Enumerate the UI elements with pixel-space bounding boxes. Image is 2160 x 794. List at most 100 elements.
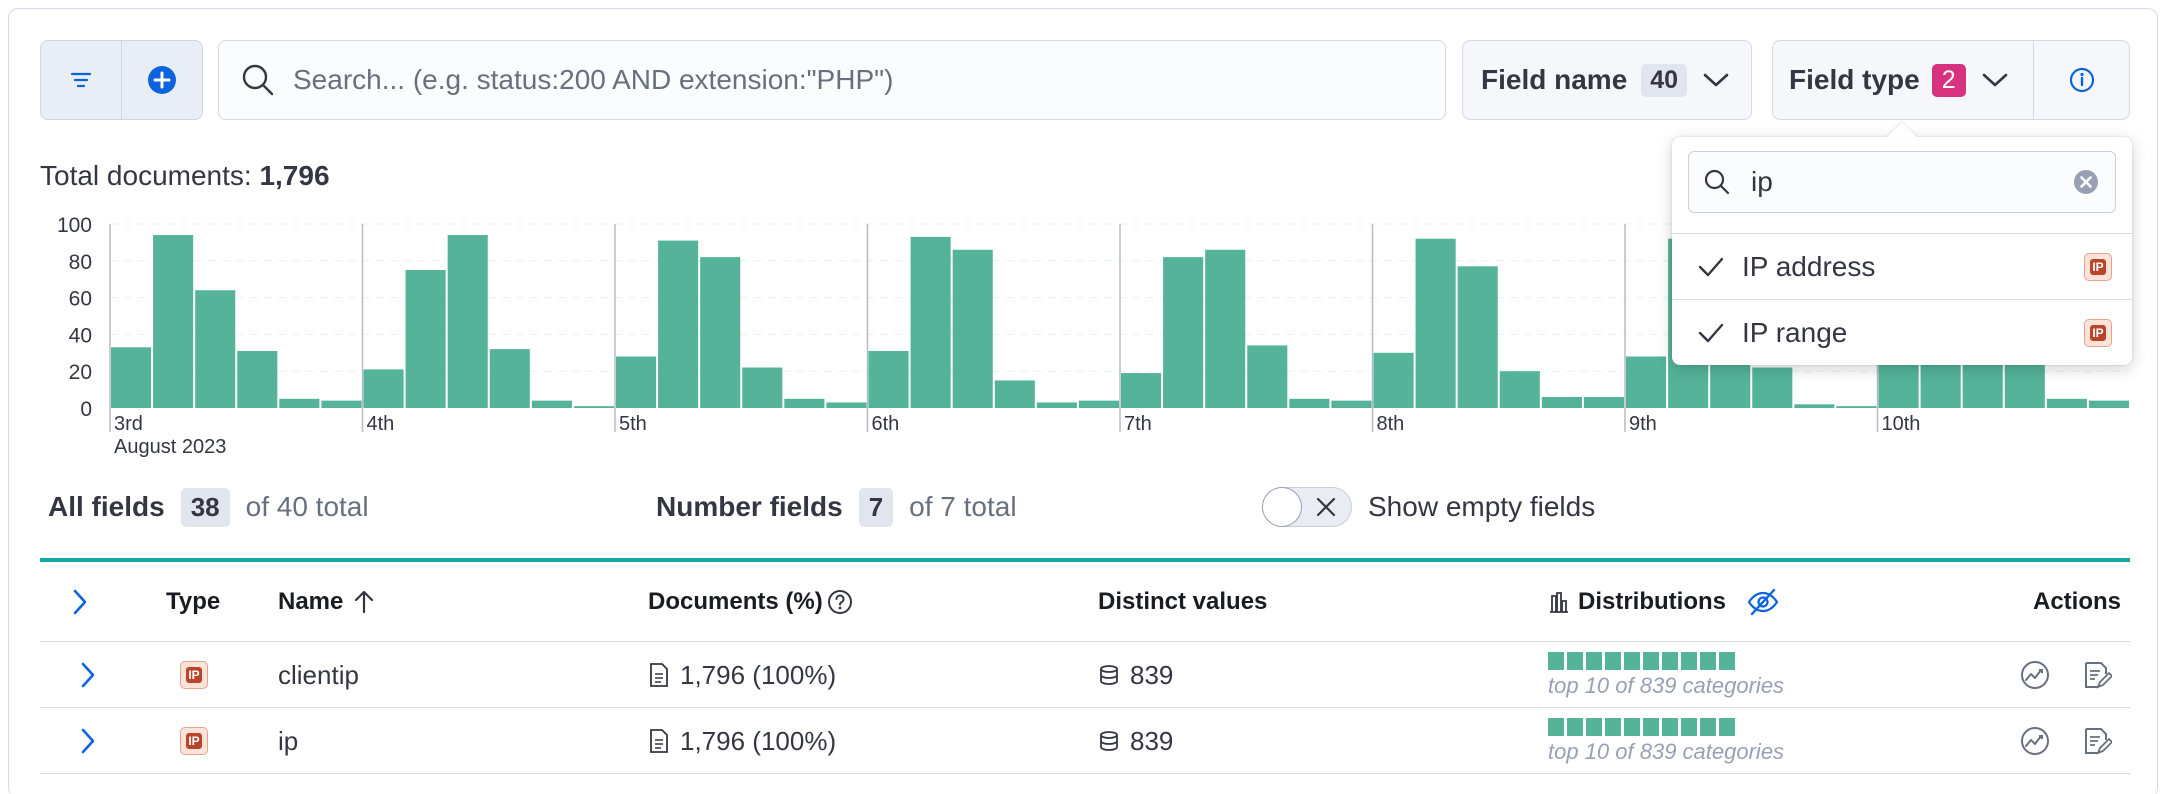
histogram-bar[interactable] [910, 236, 951, 408]
histogram-bar[interactable] [153, 235, 194, 408]
document-icon [650, 729, 668, 753]
search-input[interactable] [293, 64, 1393, 96]
histogram-bar[interactable] [868, 350, 909, 408]
histogram-bar[interactable] [573, 406, 614, 408]
number-fields-label: Number fields [656, 491, 843, 522]
histogram-bar[interactable] [1121, 373, 1162, 408]
histogram-bar[interactable] [658, 240, 699, 408]
histogram-bar[interactable] [489, 349, 530, 408]
expand-all-button[interactable] [72, 562, 88, 642]
histogram-bar[interactable] [1794, 404, 1835, 408]
y-tick-label: 0 [80, 398, 92, 421]
popover-search-value[interactable]: ip [1751, 166, 1773, 197]
chevron-down-icon [1982, 72, 2008, 88]
distinct-value: 839 [1130, 725, 1174, 756]
clear-icon[interactable] [2073, 169, 2099, 195]
histogram-bar[interactable] [1163, 257, 1204, 408]
histogram-bar[interactable] [700, 257, 741, 408]
explore-action-button[interactable] [2018, 708, 2052, 774]
table-row: IP clientip 1,796 (100%) 839 top 10 of 8… [40, 642, 2130, 708]
field-name: clientip [278, 659, 359, 690]
toggle-switch[interactable] [1262, 487, 1352, 527]
histogram-bar[interactable] [2046, 398, 2087, 408]
chevron-down-icon [1703, 72, 1729, 88]
distribution-cell: top 10 of 839 categories [1548, 642, 1784, 708]
column-header-documents-label: Documents (%) [648, 588, 823, 615]
histogram-bar[interactable] [1078, 400, 1119, 408]
column-header-name[interactable]: Name [278, 562, 375, 642]
edit-action-button[interactable] [2082, 708, 2112, 774]
histogram-bar[interactable] [111, 347, 152, 408]
histogram-bar[interactable] [826, 402, 867, 408]
column-header-type[interactable]: Type [166, 588, 221, 615]
info-icon [2069, 67, 2094, 93]
histogram-bar[interactable] [1499, 371, 1540, 408]
x-tick-label: 3rd [114, 413, 143, 435]
eye-closed-icon[interactable] [1746, 588, 1780, 616]
field-search[interactable] [218, 40, 1446, 120]
histogram-bar[interactable] [531, 400, 572, 408]
expand-row-button[interactable] [80, 642, 96, 708]
x-tick-label: 10th [1882, 413, 1921, 435]
popover-search-field[interactable]: ip [1688, 151, 2116, 213]
histogram-bar[interactable] [1247, 345, 1288, 408]
add-field-button[interactable] [121, 40, 203, 120]
distribution-bars [1548, 717, 1735, 736]
data-visualizer-icon [2021, 727, 2049, 755]
histogram-bar[interactable] [952, 249, 993, 408]
total-documents-label: Total documents: [40, 160, 252, 191]
filter-button[interactable] [40, 40, 122, 120]
histogram-bar[interactable] [1373, 352, 1414, 408]
histogram-bar[interactable] [994, 380, 1035, 408]
column-header-distributions[interactable]: Distributions [1548, 562, 1780, 642]
field-type-label: Field type [1789, 64, 1920, 95]
field-name-filter-button[interactable]: Field name 40 [1462, 40, 1752, 120]
histogram-bar[interactable] [1289, 398, 1330, 408]
expand-row-button[interactable] [80, 708, 96, 774]
field-type-filter-button[interactable]: Field type 2 [1772, 40, 2034, 120]
column-header-distinct[interactable]: Distinct values [1098, 588, 1268, 615]
histogram-bar[interactable] [1752, 367, 1793, 408]
popover-option-ip-address[interactable]: IP address IP [1672, 233, 2132, 299]
histogram-bar[interactable] [1036, 402, 1077, 408]
histogram-bar[interactable] [1331, 400, 1372, 408]
histogram-bar[interactable] [2088, 400, 2129, 408]
field-name: ip [278, 725, 299, 756]
histogram-bar[interactable] [1415, 238, 1456, 408]
histogram-bar[interactable] [363, 369, 404, 408]
histogram-bar[interactable] [1457, 266, 1498, 408]
edit-action-button[interactable] [2082, 642, 2112, 708]
histogram-bar[interactable] [447, 235, 488, 408]
column-header-actions: Actions [2033, 588, 2122, 615]
histogram-bar[interactable] [321, 400, 362, 408]
histogram-bar[interactable] [616, 356, 657, 408]
histogram-bar[interactable] [1626, 356, 1667, 408]
histogram-bar[interactable] [1205, 249, 1246, 408]
field-type-count-badge: 2 [1931, 63, 1966, 97]
histogram-bar[interactable] [1541, 396, 1582, 408]
histogram-bar[interactable] [405, 270, 446, 408]
histogram-bar[interactable] [237, 350, 278, 408]
histogram-bar[interactable] [1836, 406, 1877, 408]
chevron-right-icon [73, 589, 87, 615]
histogram-bar[interactable] [784, 398, 825, 408]
ip-icon: IP [180, 661, 208, 689]
show-empty-fields-switch[interactable]: Show empty fields [1262, 484, 1595, 530]
histogram-bar[interactable] [195, 290, 236, 408]
database-icon [1100, 731, 1118, 751]
y-tick-label: 60 [69, 288, 92, 311]
column-header-documents[interactable]: Documents (%) [648, 562, 853, 642]
distribution-cell: top 10 of 839 categories [1548, 708, 1784, 774]
ip-icon: IP [2084, 318, 2112, 347]
popover-option-ip-range[interactable]: IP range IP [1672, 299, 2132, 365]
check-icon [1698, 257, 1724, 277]
histogram-bar[interactable] [742, 367, 783, 408]
field-type-popover: ip IP address IP IP range IP [1672, 137, 2132, 365]
x-tick-label: 9th [1629, 413, 1657, 435]
distribution-bars [1548, 651, 1735, 670]
all-fields-summary: All fields 38 of 40 total [48, 484, 369, 530]
histogram-bar[interactable] [1583, 396, 1624, 408]
explore-action-button[interactable] [2018, 642, 2052, 708]
histogram-bar[interactable] [279, 398, 320, 408]
info-button[interactable] [2033, 40, 2130, 120]
